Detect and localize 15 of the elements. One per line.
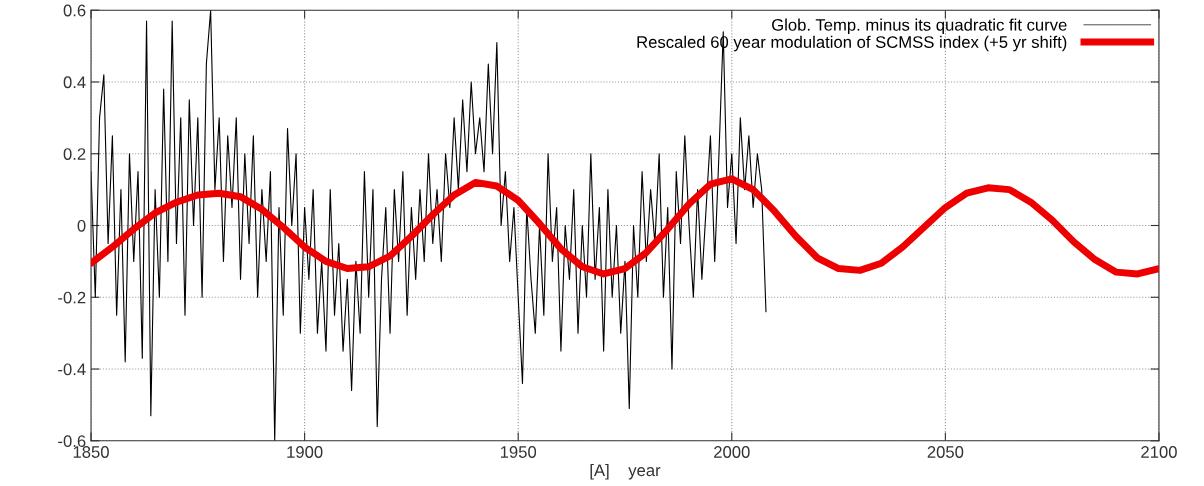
y-tick-label: 0.6 — [63, 4, 86, 17]
x-tick-label: 2000 — [714, 446, 750, 458]
y-tick-label: 0.2 — [63, 148, 86, 160]
x-axis-title: [A] year — [590, 463, 661, 480]
y-tick-label: -0.6 — [58, 435, 86, 448]
y-tick-label: 0.4 — [63, 76, 86, 89]
legend-label: Glob. Temp. minus its quadratic fit curve — [772, 18, 1067, 35]
x-tick-label: 1950 — [500, 446, 537, 458]
y-tick-label: -0.4 — [58, 363, 86, 376]
x-tick-label: 2050 — [927, 446, 964, 458]
x-tick-label: 1850 — [73, 446, 109, 458]
x-tick-label: 2100 — [1141, 446, 1177, 458]
x-tick-label: 1900 — [287, 446, 323, 458]
y-tick-label: -0.2 — [58, 291, 86, 304]
y-tick-label: 0 — [77, 219, 86, 232]
